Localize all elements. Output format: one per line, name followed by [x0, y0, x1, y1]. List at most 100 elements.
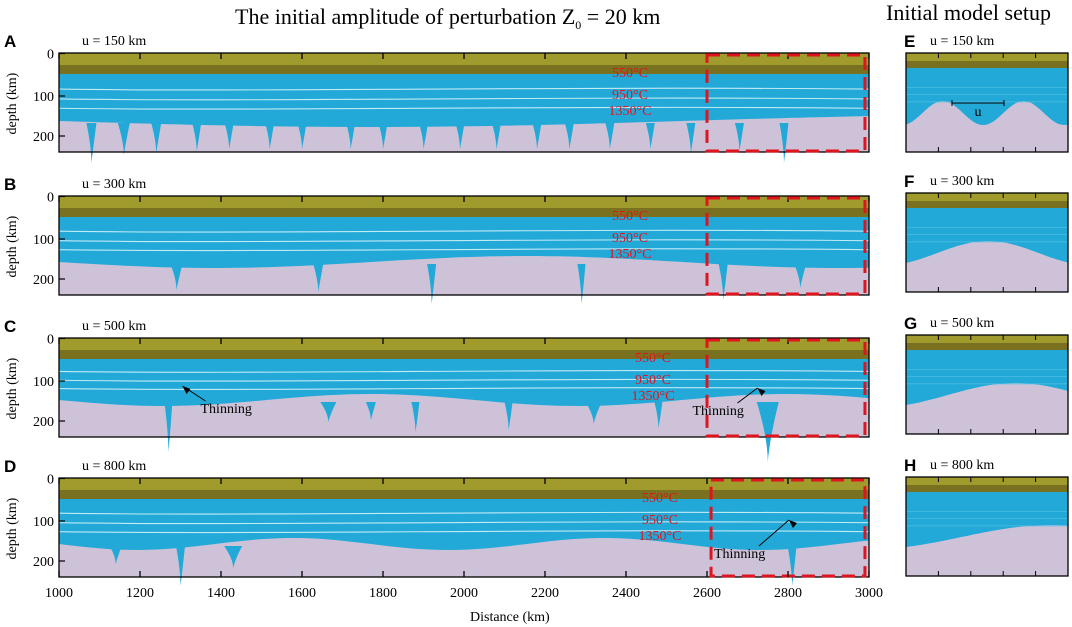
- x-tick-label: 1800: [369, 586, 397, 601]
- lithospheric-drip: [756, 402, 779, 462]
- side-title: Initial model setup: [886, 0, 1051, 25]
- y-tick-label: 100: [33, 375, 54, 390]
- lithospheric-drip: [686, 123, 696, 153]
- lithospheric-drip: [411, 402, 420, 432]
- setup-letter: F: [904, 172, 914, 191]
- y-tick-label: 100: [33, 90, 54, 105]
- panel-u-label: u = 500 km: [82, 319, 146, 334]
- panel-c: 0 100 200 depth (km) C u = 500 km 550°C 950°C13…: [4, 317, 870, 462]
- thinning-label: Thinning: [714, 547, 765, 562]
- lithosphere-layer: [906, 67, 1068, 125]
- isotherm-label: 950°C: [635, 373, 671, 388]
- x-tick-label: 3000: [855, 586, 883, 601]
- lithospheric-drip: [504, 402, 513, 430]
- y-axis-label: depth (km): [5, 215, 20, 277]
- isotherm-label: 550°C: [642, 491, 678, 506]
- lower-crust: [59, 208, 869, 217]
- lithospheric-drip: [365, 402, 376, 420]
- x-tick-label: 2800: [774, 586, 802, 601]
- setup-u-label: u = 150 km: [930, 34, 994, 49]
- y-tick-label: 200: [33, 130, 54, 145]
- panel-u-label: u = 800 km: [82, 459, 146, 474]
- lithosphere-layer: [59, 488, 869, 550]
- lithospheric-drip: [491, 123, 501, 149]
- lithospheric-drip: [734, 123, 744, 151]
- thinning-arrowhead: [757, 388, 766, 396]
- lower-crust: [59, 490, 869, 499]
- x-tick-label: 1400: [207, 586, 235, 601]
- isotherm-line: [58, 248, 870, 252]
- lithospheric-drip: [313, 264, 324, 292]
- lithospheric-drip: [605, 123, 615, 149]
- lithospheric-drip: [532, 123, 542, 149]
- lithospheric-drip: [787, 546, 797, 586]
- x-tick-label: 2000: [450, 586, 478, 601]
- isotherm-line: [58, 239, 870, 243]
- panel-letter: C: [4, 317, 16, 336]
- lithospheric-drip: [346, 123, 356, 149]
- lithospheric-drip: [265, 123, 275, 149]
- panel-letter: B: [4, 175, 16, 194]
- wavelength-label: u: [975, 105, 982, 120]
- isotherm-line: [58, 229, 870, 233]
- panel-d: 0 100 200 depth (km) D u = 800 km 550°C 950°C13…: [4, 457, 870, 586]
- lithospheric-drip: [109, 546, 122, 564]
- lithospheric-drip: [170, 264, 183, 290]
- setup-frame: [905, 476, 1069, 577]
- lithospheric-drip: [297, 123, 307, 149]
- isotherm-line: [58, 378, 870, 382]
- y-axis-label: depth (km): [5, 497, 20, 559]
- lithospheric-drip: [320, 402, 337, 422]
- highlight-box: [705, 196, 867, 296]
- lithosphere-layer: [59, 63, 869, 127]
- y-tick-label: 0: [47, 473, 54, 488]
- y-axis-label: depth (km): [5, 72, 20, 134]
- lithospheric-drip: [378, 123, 388, 149]
- isotherm-label: 1350°C: [639, 529, 682, 544]
- lower-crust: [906, 485, 1068, 492]
- setup-u-label: u = 500 km: [930, 316, 994, 331]
- x-tick-label: 2600: [693, 586, 721, 601]
- y-axis-label: depth (km): [5, 357, 20, 419]
- lithospheric-drip: [224, 123, 234, 149]
- upper-crust: [906, 53, 1068, 61]
- lithospheric-drip: [419, 123, 428, 149]
- lithospheric-drip: [585, 402, 602, 424]
- isotherm-line: [58, 530, 870, 534]
- isotherm-label: 950°C: [612, 231, 648, 246]
- thinning-arrow: [737, 387, 758, 404]
- isotherm-line: [58, 106, 870, 110]
- lithospheric-drip: [654, 402, 663, 428]
- lithospheric-drip: [224, 546, 243, 568]
- upper-crust: [906, 335, 1068, 343]
- lower-crust: [906, 201, 1068, 208]
- lower-crust: [906, 61, 1068, 68]
- lithosphere-layer: [59, 206, 869, 268]
- x-tick-label: 1200: [126, 586, 154, 601]
- panel-letter: D: [4, 457, 16, 476]
- isotherm-label: 950°C: [642, 513, 678, 528]
- setup-frame: [905, 334, 1069, 435]
- panel-b: 0 100 200 depth (km) B u = 300 km 550°C 950°C13…: [4, 175, 870, 304]
- lower-crust: [59, 65, 869, 74]
- lithospheric-drip: [176, 546, 185, 586]
- x-tick-label: 2200: [531, 586, 559, 601]
- highlight-box: [705, 53, 867, 153]
- setup-letter: E: [904, 32, 915, 51]
- lithospheric-drip: [718, 264, 728, 300]
- lithospheric-drip: [645, 123, 655, 149]
- setup-u-label: u = 300 km: [930, 174, 994, 189]
- lithospheric-drip: [117, 123, 130, 155]
- y-tick-label: 0: [47, 333, 54, 348]
- isotherm-label: 1350°C: [632, 389, 675, 404]
- thinning-label: Thinning: [693, 404, 744, 419]
- x-axis: 1000 1200 1400 1600 1800 2000 2200 2400 2600 2800…: [45, 571, 883, 601]
- isotherm-label: 1350°C: [609, 104, 652, 119]
- y-tick-label: 0: [47, 191, 54, 206]
- panel-a: 0 100 200 depth (km) A u = 150 km 550°C 950°C13…: [4, 32, 870, 163]
